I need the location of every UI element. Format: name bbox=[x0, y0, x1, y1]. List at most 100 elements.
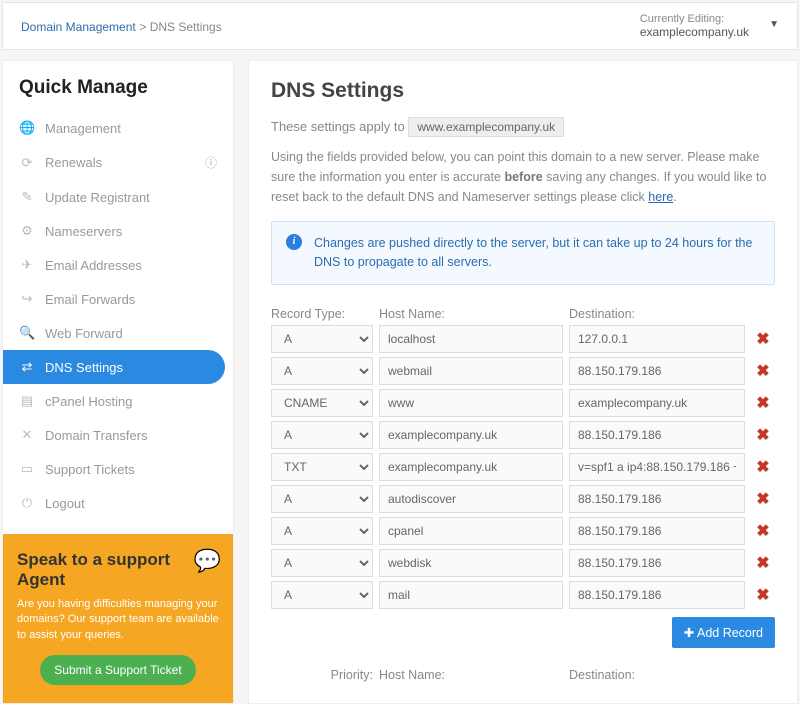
header-host: Host Name: bbox=[379, 307, 563, 321]
nameservers-icon: ⚙ bbox=[19, 223, 35, 239]
destination-input[interactable] bbox=[569, 485, 745, 513]
sidebar-item-label: Support Tickets bbox=[45, 462, 135, 477]
sidebar-item-renewals[interactable]: ⟳Renewalsⓘ bbox=[3, 145, 233, 180]
header-priority: Priority: bbox=[271, 668, 373, 682]
breadcrumb: Domain Management > DNS Settings bbox=[21, 19, 222, 34]
sidebar-item-update-registrant[interactable]: ✎Update Registrant bbox=[3, 180, 233, 214]
sidebar-item-label: Update Registrant bbox=[45, 190, 150, 205]
record-type-select[interactable]: ACNAMETXTMX bbox=[271, 453, 373, 481]
breadcrumb-current: DNS Settings bbox=[150, 20, 222, 34]
delete-row-icon[interactable]: ✖ bbox=[751, 425, 775, 445]
delete-row-icon[interactable]: ✖ bbox=[751, 521, 775, 541]
destination-input[interactable] bbox=[569, 357, 745, 385]
destination-input[interactable] bbox=[569, 325, 745, 353]
host-input[interactable] bbox=[379, 453, 563, 481]
sidebar-item-label: Logout bbox=[45, 496, 85, 511]
sidebar-item-email-forwards[interactable]: ↪Email Forwards bbox=[3, 282, 233, 316]
sidebar-item-cpanel-hosting[interactable]: ▤cPanel Hosting bbox=[3, 384, 233, 418]
sidebar-item-dns-settings[interactable]: ⇄ DNS Settings bbox=[3, 350, 225, 384]
delete-row-icon[interactable]: ✖ bbox=[751, 329, 775, 349]
currently-editing-domain: examplecompany.uk bbox=[640, 25, 749, 39]
top-bar: Domain Management > DNS Settings Current… bbox=[2, 2, 798, 50]
sidebar-item-support-tickets[interactable]: ▭ Support Tickets bbox=[3, 452, 233, 486]
table-row: ACNAMETXTMX ✖ bbox=[271, 549, 775, 577]
record-type-select[interactable]: ACNAMETXTMX bbox=[271, 421, 373, 449]
header-dest2: Destination: bbox=[569, 668, 775, 682]
host-input[interactable] bbox=[379, 325, 563, 353]
destination-input[interactable] bbox=[569, 453, 745, 481]
sidebar-item-label: Management bbox=[45, 121, 121, 136]
sidebar-item-web-forward[interactable]: 🔍Web Forward bbox=[3, 316, 233, 350]
sidebar-item-label: DNS Settings bbox=[45, 360, 123, 375]
destination-input[interactable] bbox=[569, 389, 745, 417]
record-type-select[interactable]: ACNAMETXTMX bbox=[271, 357, 373, 385]
table-row: ACNAMETXTMX ✖ bbox=[271, 325, 775, 353]
domain-transfers-icon: ✕ bbox=[19, 427, 35, 443]
record-type-select[interactable]: ACNAMETXTMX bbox=[271, 325, 373, 353]
sidebar-title: Quick Manage bbox=[3, 61, 233, 111]
table-row: ACNAMETXTMX ✖ bbox=[271, 517, 775, 545]
mx-header: Priority: Host Name: Destination: bbox=[271, 668, 775, 682]
table-row: ACNAMETXTMX ✖ bbox=[271, 389, 775, 417]
cpanel-hosting-icon: ▤ bbox=[19, 393, 35, 409]
support-promo: 💬 Speak to a support Agent Are you havin… bbox=[3, 534, 233, 703]
sidebar-item-nameservers[interactable]: ⚙Nameservers bbox=[3, 214, 233, 248]
destination-input[interactable] bbox=[569, 517, 745, 545]
add-record-button[interactable]: ✚ Add Record bbox=[672, 617, 775, 648]
header-host2: Host Name: bbox=[379, 668, 563, 682]
record-type-select[interactable]: ACNAMETXTMX bbox=[271, 389, 373, 417]
sidebar-item-domain-transfers[interactable]: ✕ Domain Transfers bbox=[3, 418, 233, 452]
submit-ticket-button[interactable]: Submit a Support Ticket bbox=[40, 655, 195, 685]
host-input[interactable] bbox=[379, 517, 563, 545]
breadcrumb-parent[interactable]: Domain Management bbox=[21, 20, 136, 34]
dns-settings-icon: ⇄ bbox=[19, 359, 35, 375]
promo-body: Are you having difficulties managing you… bbox=[17, 597, 219, 643]
delete-row-icon[interactable]: ✖ bbox=[751, 553, 775, 573]
destination-input[interactable] bbox=[569, 581, 745, 609]
record-type-select[interactable]: ACNAMETXTMX bbox=[271, 485, 373, 513]
support-tickets-icon: ▭ bbox=[19, 461, 35, 477]
host-input[interactable] bbox=[379, 357, 563, 385]
host-input[interactable] bbox=[379, 421, 563, 449]
record-type-select[interactable]: ACNAMETXTMX bbox=[271, 517, 373, 545]
host-input[interactable] bbox=[379, 485, 563, 513]
record-type-select[interactable]: ACNAMETXTMX bbox=[271, 549, 373, 577]
table-row: ACNAMETXTMX ✖ bbox=[271, 485, 775, 513]
currently-editing-dropdown[interactable]: Currently Editing: examplecompany.uk ▼ bbox=[640, 13, 779, 39]
destination-input[interactable] bbox=[569, 549, 745, 577]
host-input[interactable] bbox=[379, 581, 563, 609]
records-body: ACNAMETXTMX✖ACNAMETXTMX✖ACNAMETXTMX✖ACNA… bbox=[271, 325, 775, 609]
reset-link[interactable]: here bbox=[648, 190, 673, 204]
delete-row-icon[interactable]: ✖ bbox=[751, 585, 775, 605]
sidebar: Quick Manage 🌐Management⟳Renewalsⓘ✎Updat… bbox=[2, 60, 234, 704]
sidebar-item-label: Email Forwards bbox=[45, 292, 135, 307]
chat-icon: 💬 bbox=[194, 548, 221, 574]
delete-row-icon[interactable]: ✖ bbox=[751, 361, 775, 381]
info-icon: ⓘ bbox=[205, 154, 217, 171]
description: Using the fields provided below, you can… bbox=[271, 147, 775, 207]
host-input[interactable] bbox=[379, 549, 563, 577]
sidebar-menu: 🌐Management⟳Renewalsⓘ✎Update Registrant⚙… bbox=[3, 111, 233, 520]
info-icon: i bbox=[286, 234, 302, 250]
table-row: ACNAMETXTMX ✖ bbox=[271, 581, 775, 609]
promo-title: Speak to a support Agent bbox=[17, 550, 219, 589]
sidebar-item-label: Renewals bbox=[45, 155, 102, 170]
plus-icon: ✚ bbox=[684, 626, 697, 640]
info-alert: i Changes are pushed directly to the ser… bbox=[271, 221, 775, 285]
delete-row-icon[interactable]: ✖ bbox=[751, 457, 775, 477]
currently-editing-label: Currently Editing: bbox=[640, 13, 749, 25]
sidebar-item-management[interactable]: 🌐Management bbox=[3, 111, 233, 145]
delete-row-icon[interactable]: ✖ bbox=[751, 489, 775, 509]
sidebar-item-logout[interactable]: ⏻Logout bbox=[3, 486, 233, 520]
sidebar-item-label: Domain Transfers bbox=[45, 428, 148, 443]
header-type: Record Type: bbox=[271, 307, 373, 321]
destination-input[interactable] bbox=[569, 421, 745, 449]
record-type-select[interactable]: ACNAMETXTMX bbox=[271, 581, 373, 609]
delete-row-icon[interactable]: ✖ bbox=[751, 393, 775, 413]
apply-line: These settings apply to www.examplecompa… bbox=[271, 117, 775, 137]
web-forward-icon: 🔍 bbox=[19, 325, 35, 341]
sidebar-item-label: Email Addresses bbox=[45, 258, 142, 273]
host-input[interactable] bbox=[379, 389, 563, 417]
sidebar-item-email-addresses[interactable]: ✈ Email Addresses bbox=[3, 248, 233, 282]
email-addresses-icon: ✈ bbox=[19, 257, 35, 273]
